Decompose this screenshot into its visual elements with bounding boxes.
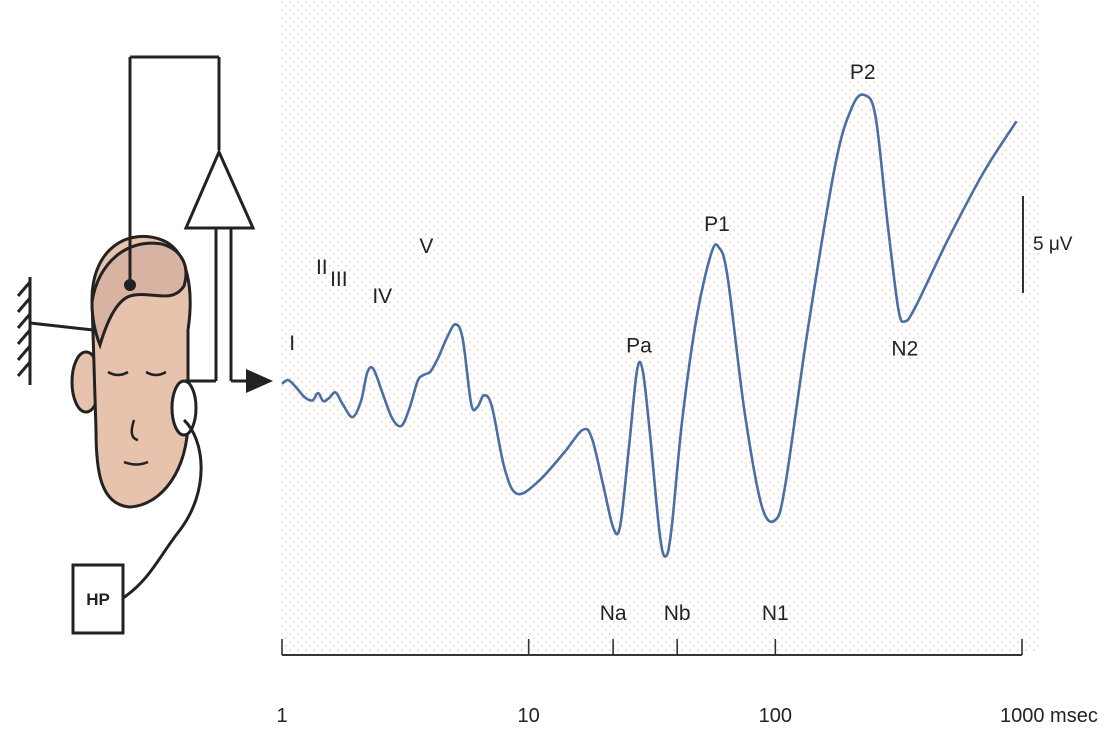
peak-label-p2: P2 xyxy=(850,61,876,84)
x-tick-label: 100 xyxy=(759,705,792,727)
headphone-label: HP xyxy=(86,590,110,609)
triangle-amplifier-icon xyxy=(183,148,256,230)
peak-label-iv: IV xyxy=(372,285,392,308)
x-tick-label: 1000 msec xyxy=(1000,705,1098,727)
peak-label-p1: P1 xyxy=(704,213,730,236)
peak-label-iii: III xyxy=(330,268,348,291)
peak-label-ii: II xyxy=(316,256,328,279)
x-tick-label: 10 xyxy=(518,705,540,727)
headphone-box xyxy=(71,563,125,635)
scale-bar-label: 5 μV xyxy=(1033,234,1073,255)
peak-label-n2: N2 xyxy=(891,337,918,360)
headphone-cable xyxy=(122,418,203,600)
chart-background xyxy=(280,0,1040,652)
peak-label-na: Na xyxy=(600,602,627,625)
recording-circuit xyxy=(128,55,273,393)
peak-label-i: I xyxy=(289,332,295,355)
waveform-line xyxy=(281,93,1018,558)
peak-label-n1: N1 xyxy=(762,602,789,625)
face-features xyxy=(107,370,167,466)
head-icon xyxy=(70,234,198,509)
peak-label-nb: Nb xyxy=(664,602,691,625)
x-tick-label: 1 xyxy=(276,705,287,727)
peak-label-v: V xyxy=(419,235,433,258)
peak-label-pa: Pa xyxy=(626,335,652,358)
x-axis: 1 10 100 1000 msec xyxy=(276,639,1098,727)
